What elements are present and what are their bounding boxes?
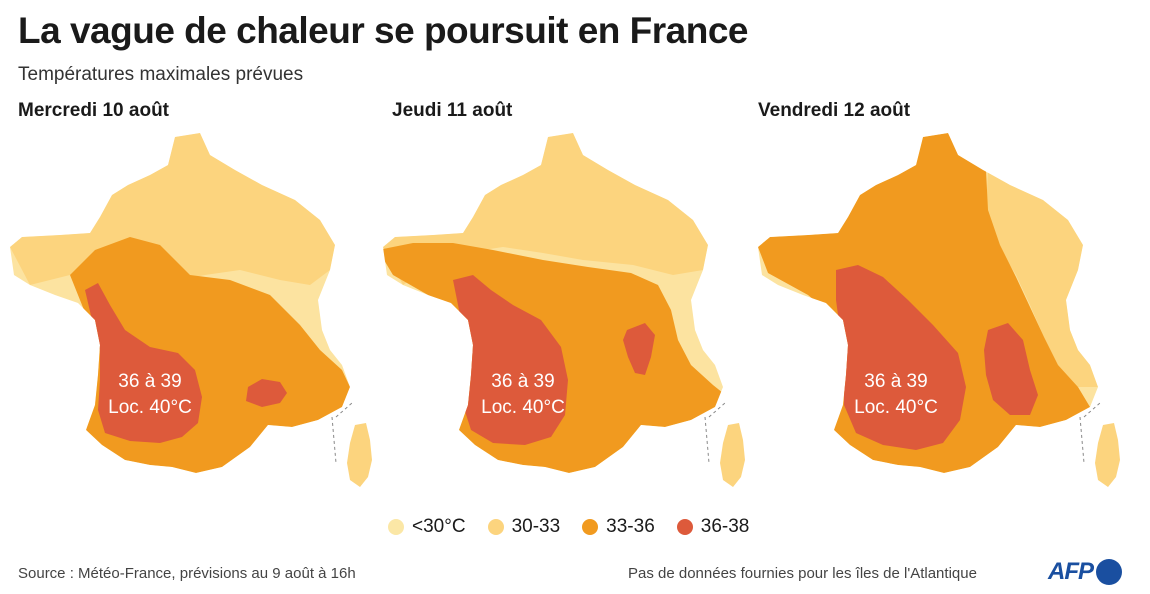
region-36-38-southeast: [984, 323, 1038, 415]
legend-label: 30-33: [511, 516, 561, 537]
maps-svg: 36 à 39 Loc. 40°C 36 à 39 Loc. 40°C: [10, 133, 1120, 487]
region-36-38-southwest: [836, 265, 966, 450]
legend-swatch-icon: [388, 519, 404, 535]
legend-swatch-icon: [487, 519, 504, 535]
legend-item-lt30: <30°C: [388, 516, 466, 538]
map-mercredi: 36 à 39 Loc. 40°C: [10, 133, 372, 487]
corsica: [720, 423, 745, 487]
page-title: La vague de chaleur se poursuit en Franc…: [18, 10, 749, 51]
legend-item-33-36: 33-36: [582, 516, 655, 538]
region-36-38-southwest: [453, 275, 568, 445]
map-label-2b: Loc. 40°C: [481, 397, 565, 418]
logo-text: AFP: [1048, 558, 1094, 585]
day-label-3: Vendredi 12 août: [758, 100, 911, 121]
map-label-1a: 36 à 39: [118, 371, 181, 392]
legend-label: <30°C: [412, 516, 466, 537]
region-36-38-southeast: [246, 379, 287, 407]
afp-logo: AFP: [1048, 558, 1122, 586]
legend-item-36-38: 36-38: [676, 516, 750, 538]
map-label-3b: Loc. 40°C: [854, 397, 938, 418]
page-subtitle: Températures maximales prévues: [18, 64, 304, 85]
map-jeudi: 36 à 39 Loc. 40°C: [383, 133, 745, 487]
corsica-divider: [704, 402, 726, 464]
region-36-38-southeast: [623, 323, 655, 375]
day-label-2: Jeudi 11 août: [392, 100, 513, 121]
source-note: Source : Météo-France, prévisions au 9 a…: [18, 565, 356, 582]
legend-item-30-33: 30-33: [487, 516, 561, 538]
corsica-divider: [1079, 402, 1101, 464]
corsica: [347, 423, 372, 487]
corsica-divider: [331, 402, 353, 464]
legend-label: 33-36: [606, 516, 655, 537]
legend-label: 36-38: [700, 516, 750, 537]
day-label-1: Mercredi 10 août: [18, 100, 169, 121]
logo-dot-icon: [1096, 559, 1122, 585]
region-30-33-north: [10, 133, 335, 285]
legend: <30°C 30-33 33-36 36-38: [388, 516, 749, 538]
map-vendredi: 36 à 39 Loc. 40°C: [758, 133, 1120, 487]
legend-swatch-icon: [676, 519, 693, 535]
legend-swatch-icon: [582, 519, 599, 535]
data-note: Pas de données fournies pour les îles de…: [628, 565, 977, 582]
region-30-33-east: [986, 170, 1098, 387]
map-label-2a: 36 à 39: [491, 371, 554, 392]
corsica: [1095, 423, 1120, 487]
map-label-3a: 36 à 39: [864, 371, 927, 392]
region-36-38-southwest: [85, 283, 202, 443]
map-label-1b: Loc. 40°C: [108, 397, 192, 418]
